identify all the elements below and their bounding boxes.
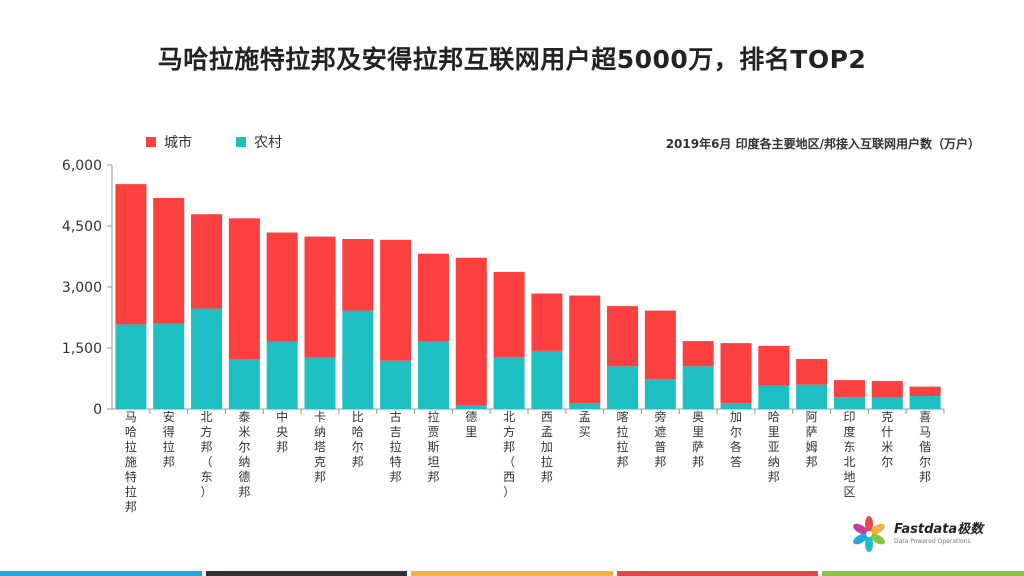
bar-rural-8 bbox=[417, 341, 449, 409]
x-tick-label: 比哈尔邦 bbox=[352, 410, 364, 469]
bar-urban-11 bbox=[531, 293, 563, 351]
bar-urban-18 bbox=[796, 358, 828, 385]
bar-rural-12 bbox=[569, 403, 601, 409]
x-tick-label: 安得拉邦 bbox=[163, 409, 175, 469]
bar-rural-21 bbox=[909, 395, 941, 409]
y-tick-label: 4,500 bbox=[62, 219, 102, 235]
logo-name: Fastdata极数 bbox=[894, 522, 984, 537]
legend-swatch-rural bbox=[236, 137, 246, 147]
bar-urban-12 bbox=[569, 295, 601, 404]
bar-urban-16 bbox=[720, 343, 752, 404]
footer-color-bar bbox=[0, 571, 1024, 576]
x-tick-label: 泰米尔纳德邦 bbox=[238, 410, 250, 499]
x-tick-label: 印度东北地区 bbox=[843, 410, 855, 499]
bar-urban-19 bbox=[833, 380, 865, 398]
x-tick-label: 阿萨姆邦 bbox=[806, 410, 818, 469]
logo-tagline: Data Powered Operations bbox=[894, 538, 971, 545]
bar-rural-2 bbox=[191, 308, 223, 409]
x-tick-label: 中央邦 bbox=[276, 409, 288, 454]
flower-logo-icon bbox=[853, 516, 885, 552]
x-tick-label: 哈里亚纳邦 bbox=[768, 410, 780, 484]
bar-urban-15 bbox=[682, 341, 714, 367]
legend: 城市 农村 bbox=[146, 132, 282, 152]
y-tick-label: 0 bbox=[93, 402, 102, 418]
legend-item-rural: 农村 bbox=[236, 132, 282, 152]
x-tick-label: 克什米尔 bbox=[881, 410, 893, 469]
bar-rural-13 bbox=[607, 366, 639, 409]
bar-rural-10 bbox=[493, 357, 525, 409]
bar-urban-1 bbox=[153, 197, 185, 324]
x-tick-label: 卡纳塔克邦 bbox=[314, 410, 326, 484]
y-tick-label: 6,000 bbox=[62, 158, 102, 174]
bar-urban-7 bbox=[380, 239, 412, 361]
x-tick-label: 北方邦（西） bbox=[503, 410, 515, 499]
bar-rural-5 bbox=[304, 357, 336, 409]
bar-rural-16 bbox=[720, 403, 752, 409]
legend-label-rural: 农村 bbox=[254, 135, 282, 151]
x-tick-label: 马哈拉施特拉邦 bbox=[125, 410, 137, 514]
bar-urban-4 bbox=[266, 232, 298, 342]
x-tick-label: 西孟加拉邦 bbox=[541, 410, 553, 484]
footer-segment-4 bbox=[822, 571, 1024, 576]
bar-rural-7 bbox=[380, 360, 412, 409]
bar-rural-3 bbox=[228, 359, 260, 409]
bar-urban-0 bbox=[115, 184, 147, 325]
bar-rural-19 bbox=[833, 397, 865, 409]
footer-segment-1 bbox=[205, 571, 408, 576]
y-tick-label: 3,000 bbox=[62, 280, 102, 296]
x-tick-label: 喀拉拉邦 bbox=[617, 410, 629, 469]
legend-swatch-urban bbox=[146, 137, 156, 147]
footer-segment-3 bbox=[616, 571, 819, 576]
bar-rural-1 bbox=[153, 323, 185, 409]
legend-label-urban: 城市 bbox=[164, 135, 192, 151]
bar-urban-9 bbox=[455, 257, 487, 406]
bar-urban-3 bbox=[228, 218, 260, 360]
bar-urban-20 bbox=[871, 380, 903, 398]
chart-title: 马哈拉施特拉邦及安得拉邦互联网用户超5000万，排名TOP2 bbox=[157, 45, 867, 74]
legend-item-urban: 城市 bbox=[146, 132, 192, 152]
bar-urban-5 bbox=[304, 236, 336, 358]
x-tick-label: 古吉拉特邦 bbox=[390, 409, 402, 484]
x-tick-label: 北方邦（东） bbox=[201, 410, 213, 499]
bar-rural-15 bbox=[682, 366, 714, 409]
footer-segment-2 bbox=[411, 571, 613, 576]
bar-rural-11 bbox=[531, 350, 563, 409]
bar-urban-10 bbox=[493, 271, 525, 358]
bar-urban-21 bbox=[909, 386, 941, 396]
x-tick-label: 喜马偕尔邦 bbox=[919, 410, 931, 484]
x-tick-label: 奥里萨邦 bbox=[692, 410, 704, 469]
bar-rural-14 bbox=[644, 379, 676, 409]
x-tick-label: 拉贾斯坦邦 bbox=[427, 409, 439, 484]
bar-rural-4 bbox=[266, 341, 298, 409]
bar-urban-13 bbox=[607, 306, 639, 367]
bar-urban-2 bbox=[191, 214, 223, 309]
bar-rural-9 bbox=[455, 405, 487, 409]
bar-urban-14 bbox=[644, 310, 676, 380]
bar-urban-6 bbox=[342, 239, 374, 311]
x-tick-label: 德里 bbox=[465, 409, 477, 439]
footer-segment-0 bbox=[0, 571, 202, 576]
brand-logo: Fastdata极数 Data Powered Operations bbox=[850, 514, 1000, 554]
bar-rural-17 bbox=[758, 385, 790, 409]
bar-rural-18 bbox=[796, 384, 828, 409]
bar-rural-6 bbox=[342, 310, 374, 409]
x-tick-label: 旁遮普邦 bbox=[654, 409, 666, 469]
chart-subtitle: 2019年6月 印度各主要地区/邦接入互联网用户数（万户） bbox=[665, 137, 980, 151]
x-tick-label: 孟买 bbox=[579, 410, 591, 439]
y-tick-label: 1,500 bbox=[62, 341, 102, 357]
bar-rural-0 bbox=[115, 324, 147, 409]
bar-urban-8 bbox=[417, 253, 449, 342]
bar-urban-17 bbox=[758, 345, 790, 386]
bar-rural-20 bbox=[871, 397, 903, 409]
x-tick-label: 加尔各答 bbox=[730, 410, 742, 469]
